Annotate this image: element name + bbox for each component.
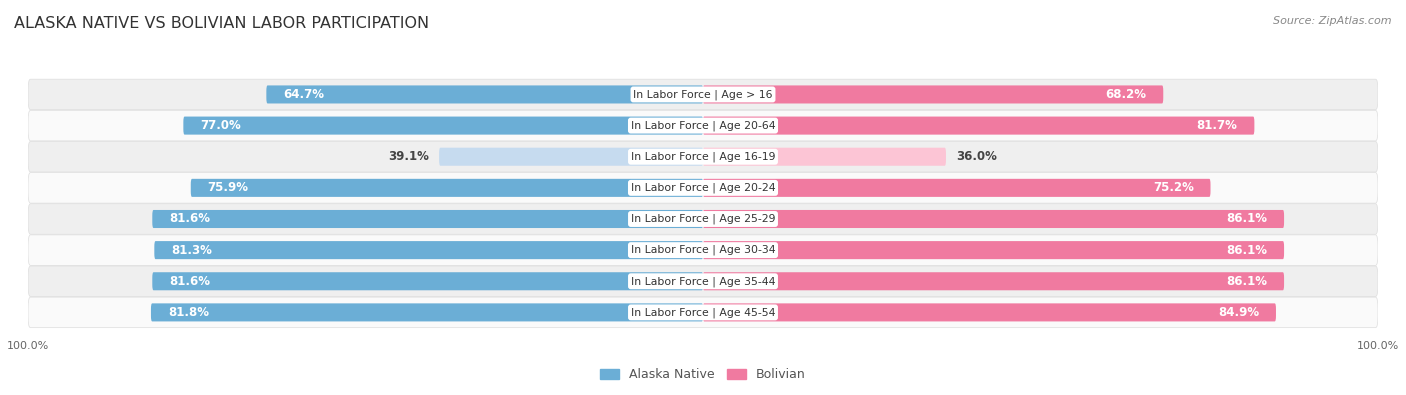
Text: In Labor Force | Age > 16: In Labor Force | Age > 16 bbox=[633, 89, 773, 100]
Text: In Labor Force | Age 45-54: In Labor Force | Age 45-54 bbox=[631, 307, 775, 318]
FancyBboxPatch shape bbox=[150, 303, 703, 322]
Text: 86.1%: 86.1% bbox=[1226, 275, 1267, 288]
Text: In Labor Force | Age 35-44: In Labor Force | Age 35-44 bbox=[631, 276, 775, 286]
Text: In Labor Force | Age 30-34: In Labor Force | Age 30-34 bbox=[631, 245, 775, 256]
FancyBboxPatch shape bbox=[28, 141, 1378, 172]
Text: 77.0%: 77.0% bbox=[200, 119, 240, 132]
Legend: Alaska Native, Bolivian: Alaska Native, Bolivian bbox=[595, 362, 811, 388]
Text: 64.7%: 64.7% bbox=[283, 88, 325, 101]
Text: 81.7%: 81.7% bbox=[1197, 119, 1237, 132]
Text: Source: ZipAtlas.com: Source: ZipAtlas.com bbox=[1274, 16, 1392, 26]
FancyBboxPatch shape bbox=[703, 179, 1211, 197]
FancyBboxPatch shape bbox=[183, 117, 703, 135]
FancyBboxPatch shape bbox=[191, 179, 703, 197]
Text: 81.6%: 81.6% bbox=[169, 275, 209, 288]
FancyBboxPatch shape bbox=[152, 210, 703, 228]
FancyBboxPatch shape bbox=[703, 210, 1284, 228]
Text: 39.1%: 39.1% bbox=[388, 150, 429, 163]
FancyBboxPatch shape bbox=[703, 85, 1163, 103]
FancyBboxPatch shape bbox=[439, 148, 703, 166]
Text: 81.8%: 81.8% bbox=[167, 306, 209, 319]
Text: 86.1%: 86.1% bbox=[1226, 244, 1267, 257]
FancyBboxPatch shape bbox=[703, 117, 1254, 135]
FancyBboxPatch shape bbox=[28, 173, 1378, 203]
FancyBboxPatch shape bbox=[28, 110, 1378, 141]
Text: 84.9%: 84.9% bbox=[1218, 306, 1260, 319]
Text: ALASKA NATIVE VS BOLIVIAN LABOR PARTICIPATION: ALASKA NATIVE VS BOLIVIAN LABOR PARTICIP… bbox=[14, 16, 429, 31]
FancyBboxPatch shape bbox=[28, 204, 1378, 234]
Text: 75.2%: 75.2% bbox=[1153, 181, 1194, 194]
FancyBboxPatch shape bbox=[703, 241, 1284, 259]
FancyBboxPatch shape bbox=[28, 235, 1378, 265]
Text: In Labor Force | Age 20-64: In Labor Force | Age 20-64 bbox=[631, 120, 775, 131]
FancyBboxPatch shape bbox=[703, 148, 946, 166]
Text: 81.3%: 81.3% bbox=[172, 244, 212, 257]
FancyBboxPatch shape bbox=[28, 79, 1378, 110]
FancyBboxPatch shape bbox=[152, 272, 703, 290]
Text: In Labor Force | Age 16-19: In Labor Force | Age 16-19 bbox=[631, 151, 775, 162]
FancyBboxPatch shape bbox=[266, 85, 703, 103]
FancyBboxPatch shape bbox=[703, 303, 1277, 322]
Text: 86.1%: 86.1% bbox=[1226, 213, 1267, 226]
Text: In Labor Force | Age 20-24: In Labor Force | Age 20-24 bbox=[631, 182, 775, 193]
Text: 81.6%: 81.6% bbox=[169, 213, 209, 226]
FancyBboxPatch shape bbox=[28, 297, 1378, 328]
Text: In Labor Force | Age 25-29: In Labor Force | Age 25-29 bbox=[631, 214, 775, 224]
FancyBboxPatch shape bbox=[703, 272, 1284, 290]
Text: 68.2%: 68.2% bbox=[1105, 88, 1146, 101]
FancyBboxPatch shape bbox=[155, 241, 703, 259]
Text: 75.9%: 75.9% bbox=[208, 181, 249, 194]
Text: 36.0%: 36.0% bbox=[956, 150, 997, 163]
FancyBboxPatch shape bbox=[28, 266, 1378, 297]
